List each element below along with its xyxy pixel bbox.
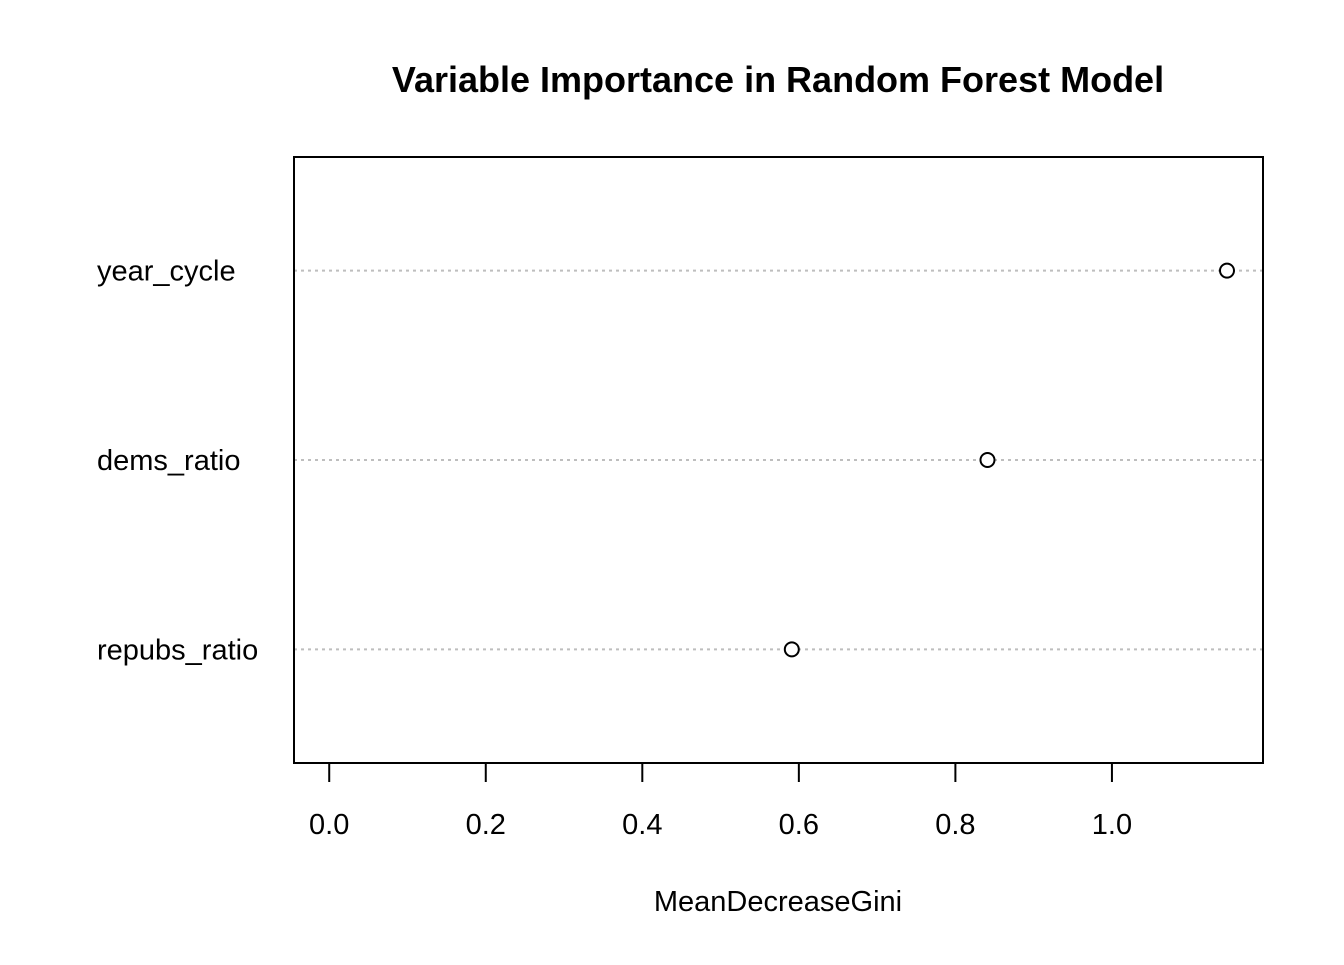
x-axis: 0.0 0.2 0.4 0.6 0.8 1.0 (309, 762, 1132, 841)
x-axis-label: MeanDecreaseGini (654, 886, 902, 918)
x-tick-label: 0.6 (779, 809, 819, 841)
data-points (783, 262, 1235, 658)
x-tick-label: 0.0 (309, 809, 349, 841)
x-tick-label: 0.2 (466, 809, 506, 841)
data-point (979, 452, 996, 468)
x-tick-label: 0.8 (935, 809, 975, 841)
data-point (783, 641, 800, 658)
category-label: year_cycle (97, 256, 236, 288)
guide-lines (294, 269, 1263, 651)
category-labels: year_cycle dems_ratio repubs_ratio (97, 256, 258, 667)
chart-title: Variable Importance in Random Forest Mod… (392, 59, 1164, 100)
x-tick-label: 1.0 (1092, 809, 1132, 841)
data-point (1218, 262, 1235, 279)
x-tick-label: 0.4 (622, 809, 662, 841)
category-label: dems_ratio (97, 445, 240, 477)
category-label: repubs_ratio (97, 634, 258, 666)
